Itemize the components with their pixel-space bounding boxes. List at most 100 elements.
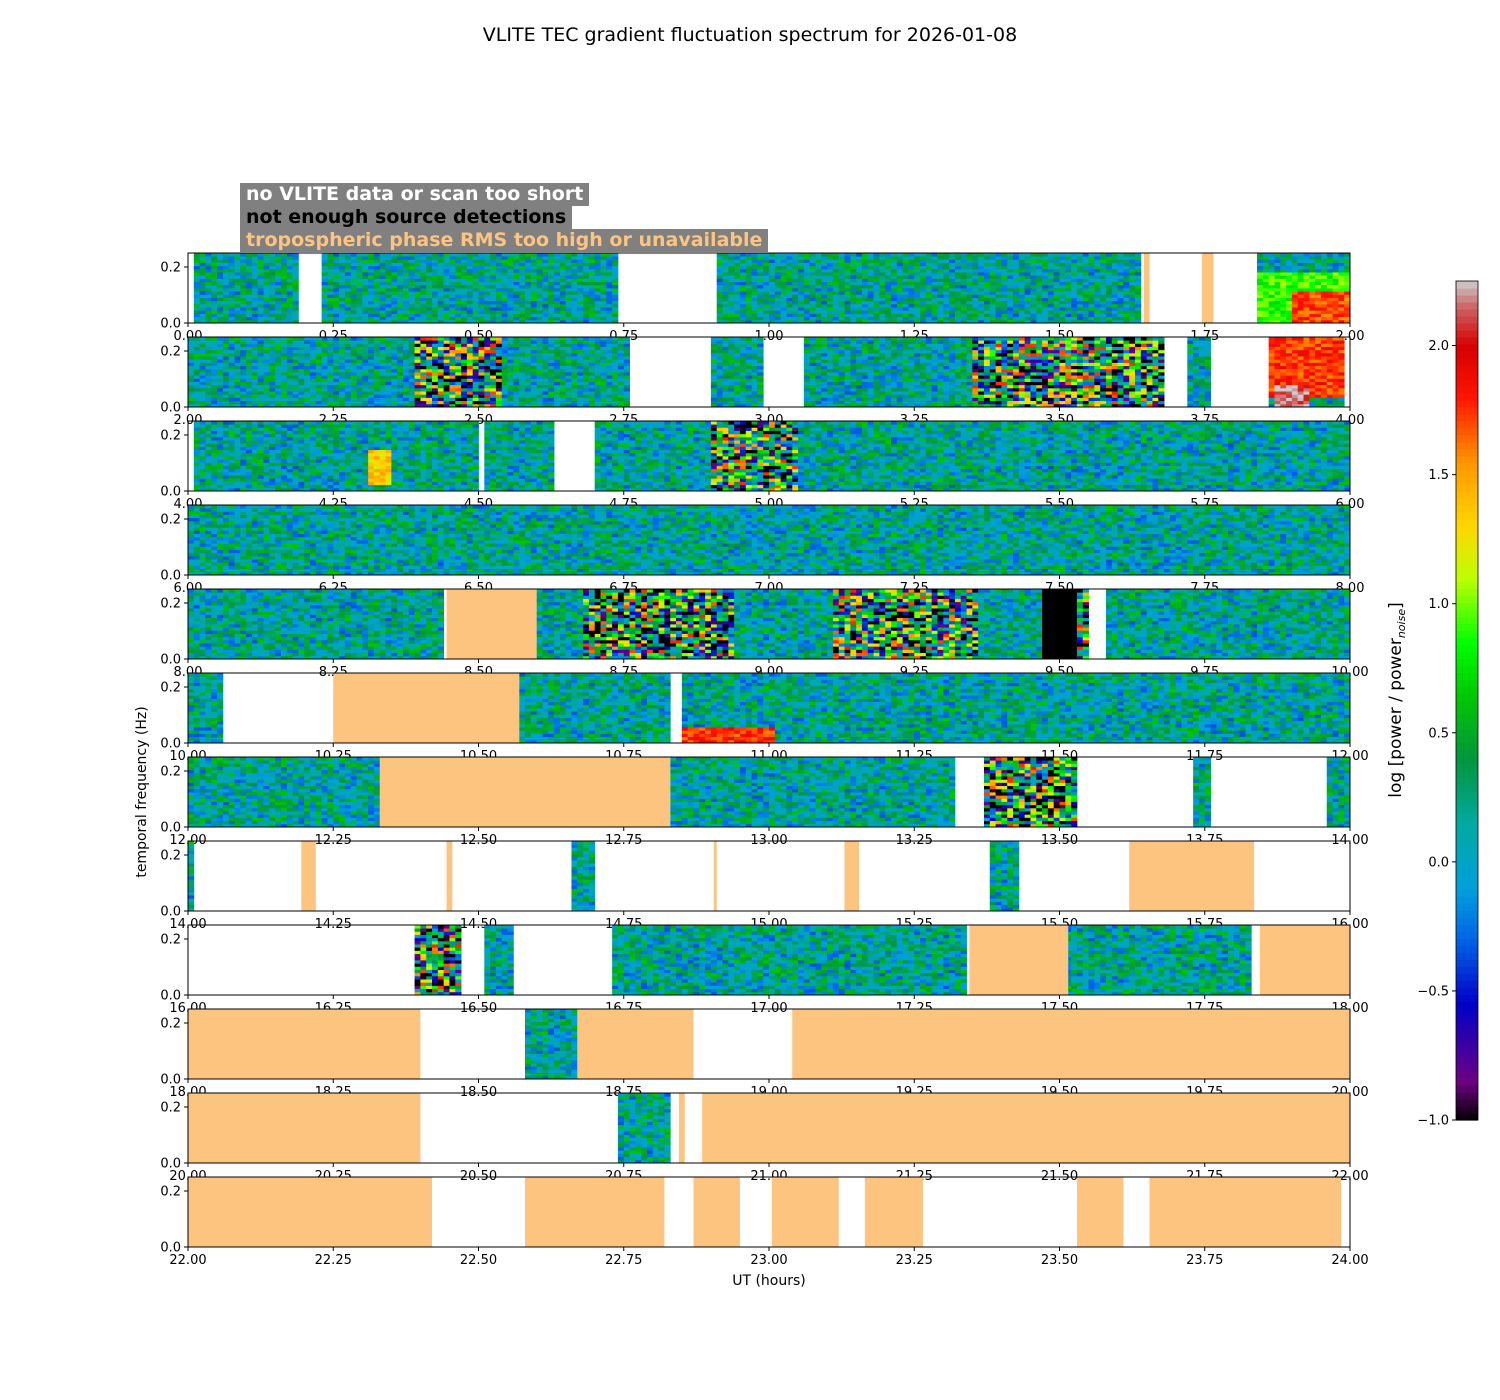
heatmap-cell: [595, 304, 601, 308]
heatmap-cell: [786, 304, 792, 308]
heatmap-cell: [374, 317, 380, 321]
heatmap-cell: [467, 317, 473, 321]
heatmap-cell: [839, 301, 845, 305]
heatmap-cell: [1013, 291, 1019, 295]
heatmap-cell: [961, 317, 967, 321]
heatmap-cell: [333, 310, 339, 314]
heatmap-cells-0: [194, 253, 1351, 323]
heatmap-cell: [984, 307, 990, 311]
heatmap-cell: [200, 298, 206, 302]
heatmap-cell: [420, 317, 426, 321]
heatmap-cell: [932, 294, 938, 298]
heatmap-cell: [1129, 304, 1135, 308]
heatmap-cell: [554, 291, 560, 295]
heatmap-cell: [234, 294, 240, 298]
heatmap-cell: [781, 313, 787, 317]
heatmap-cell: [490, 313, 496, 317]
heatmap-cell: [1129, 298, 1135, 302]
heatmap-cell: [374, 298, 380, 302]
heatmap-cell: [955, 298, 961, 302]
heatmap-cell: [1030, 304, 1036, 308]
heatmap-cell: [723, 304, 729, 308]
heatmap-cell: [252, 301, 258, 305]
heatmap-cell: [943, 298, 949, 302]
heatmap-cell: [827, 298, 833, 302]
heatmap-cell: [885, 307, 891, 311]
heatmap-cell: [595, 310, 601, 314]
heatmap-cell: [862, 307, 868, 311]
heatmap-cell: [339, 304, 345, 308]
heatmap-cell: [606, 317, 612, 321]
heatmap-cell: [1007, 304, 1013, 308]
heatmap-cell: [240, 310, 246, 314]
heatmap-cell: [386, 301, 392, 305]
heatmap-cell: [386, 317, 392, 321]
heatmap-cell: [368, 298, 374, 302]
heatmap-cell: [821, 313, 827, 317]
heatmap-cell: [194, 313, 200, 317]
heatmap-cell: [211, 298, 217, 302]
heatmap-cell: [1129, 310, 1135, 314]
heatmap-cell: [386, 313, 392, 317]
heatmap-cell: [345, 301, 351, 305]
heatmap-cell: [455, 301, 461, 305]
heatmap-cell: [583, 313, 589, 317]
heatmap-cell: [978, 313, 984, 317]
heatmap-cell: [525, 317, 531, 321]
heatmap-cell: [891, 301, 897, 305]
heatmap-cell: [426, 304, 432, 308]
heatmap-cell: [438, 310, 444, 314]
heatmap-cell: [862, 298, 868, 302]
heatmap-cell: [1298, 307, 1304, 311]
heatmap-cell: [508, 298, 514, 302]
heatmap-cell: [728, 317, 734, 321]
heatmap-cell: [879, 301, 885, 305]
heatmap-cell: [926, 307, 932, 311]
heatmap-cell: [926, 294, 932, 298]
heatmap-cell: [740, 301, 746, 305]
heatmap-cell: [542, 317, 548, 321]
heatmap-cell: [1071, 317, 1077, 321]
heatmap-cell: [757, 317, 763, 321]
heatmap-cell: [386, 294, 392, 298]
heatmap-cell: [1060, 307, 1066, 311]
heatmap-cell: [426, 313, 432, 317]
heatmap-cell: [490, 298, 496, 302]
heatmap-cell: [240, 301, 246, 305]
heatmap-cell: [234, 298, 240, 302]
heatmap-cell: [327, 298, 333, 302]
heatmap-cell: [449, 304, 455, 308]
heatmap-cell: [479, 313, 485, 317]
heatmap-cell: [752, 294, 758, 298]
heatmap-cell: [229, 307, 235, 311]
heatmap-cell: [397, 307, 403, 311]
heatmap-cell: [566, 301, 572, 305]
heatmap-cell: [444, 294, 450, 298]
heatmap-cell: [937, 307, 943, 311]
heatmap-cell: [606, 291, 612, 295]
heatmap-cell: [717, 310, 723, 314]
heatmap-cell: [885, 298, 891, 302]
heatmap-cell: [1112, 313, 1118, 317]
heatmap-cell: [728, 288, 734, 292]
heatmap-cell: [345, 298, 351, 302]
heatmap-cell: [885, 317, 891, 321]
heatmap-cell: [461, 301, 467, 305]
heatmap-cell: [449, 301, 455, 305]
heatmap-cell: [885, 310, 891, 314]
heatmap-cell: [1338, 301, 1344, 305]
heatmap-cell: [438, 291, 444, 295]
heatmap-cell: [1094, 304, 1100, 308]
heatmap-cell: [1263, 317, 1269, 321]
heatmap-cell: [949, 298, 955, 302]
heatmap-cell: [1257, 304, 1263, 308]
heatmap-cell: [502, 298, 508, 302]
heatmap-cell: [734, 310, 740, 314]
heatmap-cell: [275, 310, 281, 314]
heatmap-cell: [1048, 291, 1054, 295]
heatmap-cell: [1083, 291, 1089, 295]
heatmap-cell: [542, 288, 548, 292]
heatmap-cell: [449, 288, 455, 292]
heatmap-cell: [391, 294, 397, 298]
heatmap-cell: [519, 301, 525, 305]
